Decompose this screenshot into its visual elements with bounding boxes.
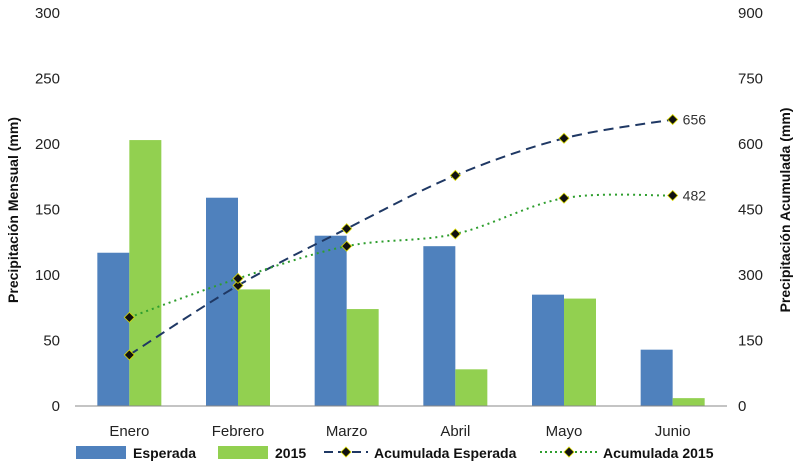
x-tick-label: Mayo (546, 423, 583, 440)
data-label-acumulada-2015: 482 (683, 188, 707, 204)
y-tick-label: 0 (52, 398, 60, 415)
bar-2015-enero (129, 140, 162, 406)
y2-tick-label: 900 (738, 5, 763, 22)
bar-esperada-marzo (314, 235, 347, 406)
bar-esperada-enero (97, 252, 130, 406)
x-tick-label: Marzo (326, 423, 368, 440)
x-tick-label: Abril (440, 423, 470, 440)
y-tick-label: 50 (43, 333, 60, 350)
y-tick-label: 250 (35, 71, 60, 88)
bar-2015-abril (455, 369, 488, 406)
y2-tick-label: 600 (738, 136, 763, 153)
y-axis-label: Precipitación Mensual (mm) (5, 117, 21, 303)
marker-acumulada-2015 (341, 240, 353, 252)
y-tick-label: 300 (35, 5, 60, 22)
y2-tick-label: 450 (738, 202, 763, 219)
marker-acumulada-esperada (558, 132, 570, 144)
legend-label-acumulada-esperada: Acumulada Esperada (374, 445, 517, 461)
legend-label-2015: 2015 (275, 445, 306, 461)
y2-axis-label: Precipitación Acumulada (mm) (777, 108, 793, 313)
marker-acumulada-2015 (558, 192, 570, 204)
x-tick-label: Enero (109, 423, 149, 440)
legend-marker-acumulada-2015 (563, 446, 575, 458)
x-tick-label: Febrero (212, 423, 265, 440)
bar-esperada-mayo (532, 294, 564, 406)
data-label-acumulada-esperada: 656 (683, 112, 707, 128)
bar-esperada-abril (423, 246, 456, 406)
y2-tick-label: 750 (738, 71, 763, 88)
bar-2015-febrero (238, 289, 270, 406)
y2-tick-label: 300 (738, 267, 763, 284)
legend-marker-acumulada-esperada (340, 446, 352, 458)
marker-acumulada-esperada (232, 279, 244, 292)
marker-acumulada-2015 (232, 272, 244, 285)
y2-tick-label: 0 (738, 398, 746, 415)
y2-tick-label: 150 (738, 333, 763, 350)
bar-2015-marzo (346, 309, 379, 406)
bar-2015-mayo (564, 298, 596, 406)
y-tick-label: 150 (35, 202, 60, 219)
bar-2015-junio (672, 398, 705, 406)
legend-swatch-2015 (218, 446, 268, 459)
legend-label-esperada: Esperada (133, 445, 196, 461)
legend: Esperada 2015 Acumulada Esperada Acumula… (76, 445, 714, 461)
marker-acumulada-esperada (667, 113, 679, 126)
marker-acumulada-2015 (123, 311, 135, 323)
marker-acumulada-2015 (449, 228, 461, 240)
marker-acumulada-2015 (667, 189, 679, 202)
y-tick-label: 200 (35, 136, 60, 153)
bar-esperada-junio (640, 349, 673, 406)
marker-acumulada-esperada (341, 223, 353, 235)
y-tick-label: 100 (35, 267, 60, 284)
marker-acumulada-esperada (123, 349, 135, 361)
x-tick-label: Junio (655, 423, 691, 440)
marker-acumulada-esperada (449, 169, 461, 182)
line-acumulada-2015 (128, 193, 673, 319)
legend-swatch-esperada (76, 446, 126, 459)
legend-label-acumulada-2015: Acumulada 2015 (603, 445, 714, 461)
